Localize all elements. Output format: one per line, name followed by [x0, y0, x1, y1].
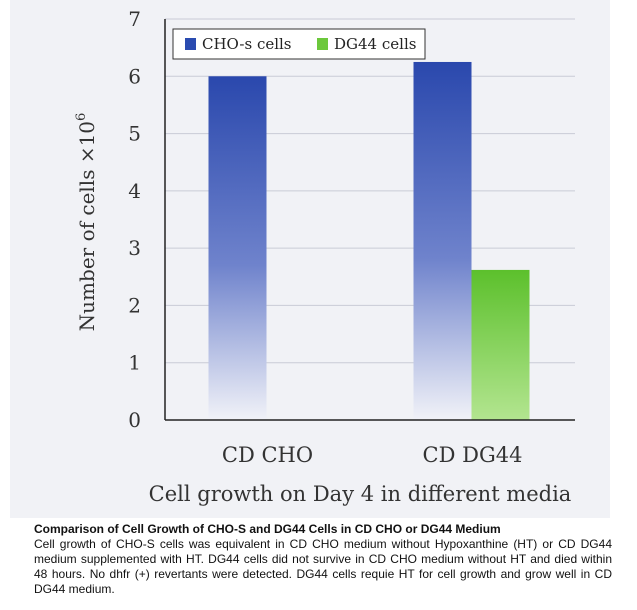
legend-label: CHO-s cells [202, 35, 292, 53]
axes [164, 19, 575, 421]
caption-body: Cell growth of CHO-S cells was equivalen… [34, 537, 612, 596]
legend: CHO-s cells DG44 cells [172, 28, 426, 60]
legend-label: DG44 cells [334, 35, 416, 53]
axis-labels: 0 1 2 3 4 5 6 7 CD CHO CD DG44 Cell growth on Day … [74, 7, 571, 506]
legend-box [172, 28, 426, 60]
legend-swatch [317, 38, 328, 50]
chart-panel: CHO-s cells DG44 cells 0 1 2 3 4 5 6 7 CD CHO CD D… [10, 0, 610, 518]
y-tick-label: 0 [128, 408, 141, 432]
x-tick-label: CD DG44 [423, 443, 523, 467]
y-tick-label: 7 [128, 7, 141, 31]
caption-title: Comparison of Cell Growth of CHO-S and D… [34, 522, 501, 536]
y-tick-label: 2 [128, 293, 141, 317]
figure-caption: Comparison of Cell Growth of CHO-S and D… [34, 522, 612, 597]
bar-chart: CHO-s cells DG44 cells 0 1 2 3 4 5 6 7 CD CHO CD D… [74, 7, 575, 506]
legend-swatch [185, 38, 196, 50]
bar [208, 76, 267, 421]
y-tick-label: 3 [128, 236, 141, 260]
y-tick-label: 1 [128, 351, 141, 375]
x-axis-title: Cell growth on Day 4 in different media [149, 482, 572, 506]
y-axis-title: Number of cells ×106 [74, 113, 99, 332]
y-tick-label: 5 [128, 122, 141, 146]
bar [471, 269, 530, 420]
y-axis-exponent: 6 [74, 113, 89, 121]
bar [413, 61, 472, 420]
y-tick-label: 4 [128, 179, 141, 203]
x-tick-label: CD CHO [222, 443, 313, 467]
y-tick-label: 6 [128, 64, 141, 88]
bars [208, 61, 530, 421]
